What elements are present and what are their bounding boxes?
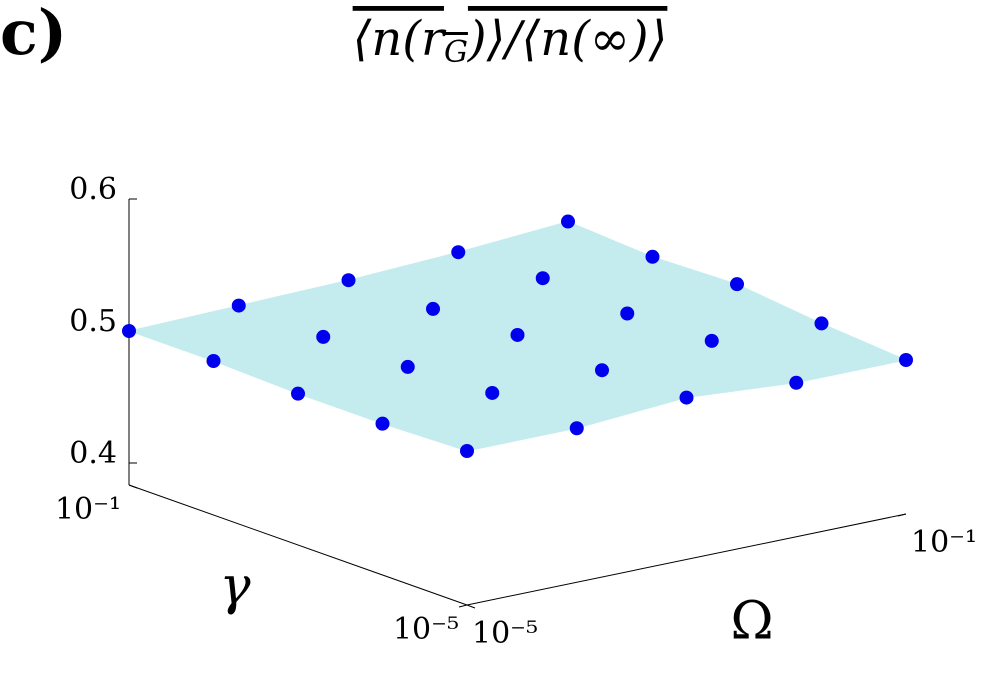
- y-tick: [466, 604, 476, 609]
- title-part: ⟨n(r: [353, 11, 447, 67]
- z-tick-label: 0.6: [69, 172, 117, 207]
- title-part: )⟩/⟨n(∞)⟩: [467, 11, 667, 67]
- data-point: [375, 416, 390, 431]
- data-point: [595, 363, 609, 378]
- data-point: [620, 306, 635, 321]
- y-tick: [128, 484, 138, 489]
- panel-label: c): [0, 0, 67, 69]
- title-subscript: G: [444, 35, 468, 70]
- data-point: [899, 353, 913, 367]
- data-point: [510, 327, 525, 342]
- y-tick-label: 10⁻⁵: [393, 612, 459, 647]
- data-point: [426, 301, 440, 316]
- data-point: [535, 271, 550, 286]
- x-tick: [458, 604, 468, 608]
- data-point: [704, 333, 719, 348]
- data-point: [231, 298, 246, 313]
- data-point: [316, 329, 331, 344]
- data-point: [122, 324, 136, 338]
- x-tick-label: 10⁻¹: [911, 525, 977, 560]
- x-axis-label: Ω: [730, 592, 773, 652]
- y-tick-label: 10⁻¹: [55, 492, 121, 527]
- x-tick-label: 10⁻⁵: [472, 616, 538, 651]
- x-axis-line: [466, 513, 907, 606]
- data-point: [789, 375, 804, 390]
- data-point: [569, 421, 584, 436]
- chart-title: ⟨n(rG)⟩/⟨n(∞)⟩: [353, 11, 668, 71]
- data-point: [814, 316, 829, 331]
- y-axis-line: [128, 484, 468, 606]
- x-tick: [897, 513, 907, 517]
- data-point: [679, 390, 694, 405]
- data-point: [206, 354, 221, 368]
- data-point: [730, 277, 744, 292]
- data-point: [485, 385, 500, 400]
- y-axis-label: γ: [219, 557, 251, 617]
- data-point: [341, 273, 356, 288]
- data-point: [645, 249, 660, 264]
- data-point: [451, 245, 466, 260]
- data-point: [291, 386, 305, 401]
- z-tick-label: 0.4: [69, 436, 117, 471]
- z-tick-label: 0.5: [69, 304, 117, 339]
- data-point: [460, 444, 474, 458]
- data-point: [561, 214, 575, 229]
- data-point: [400, 359, 415, 374]
